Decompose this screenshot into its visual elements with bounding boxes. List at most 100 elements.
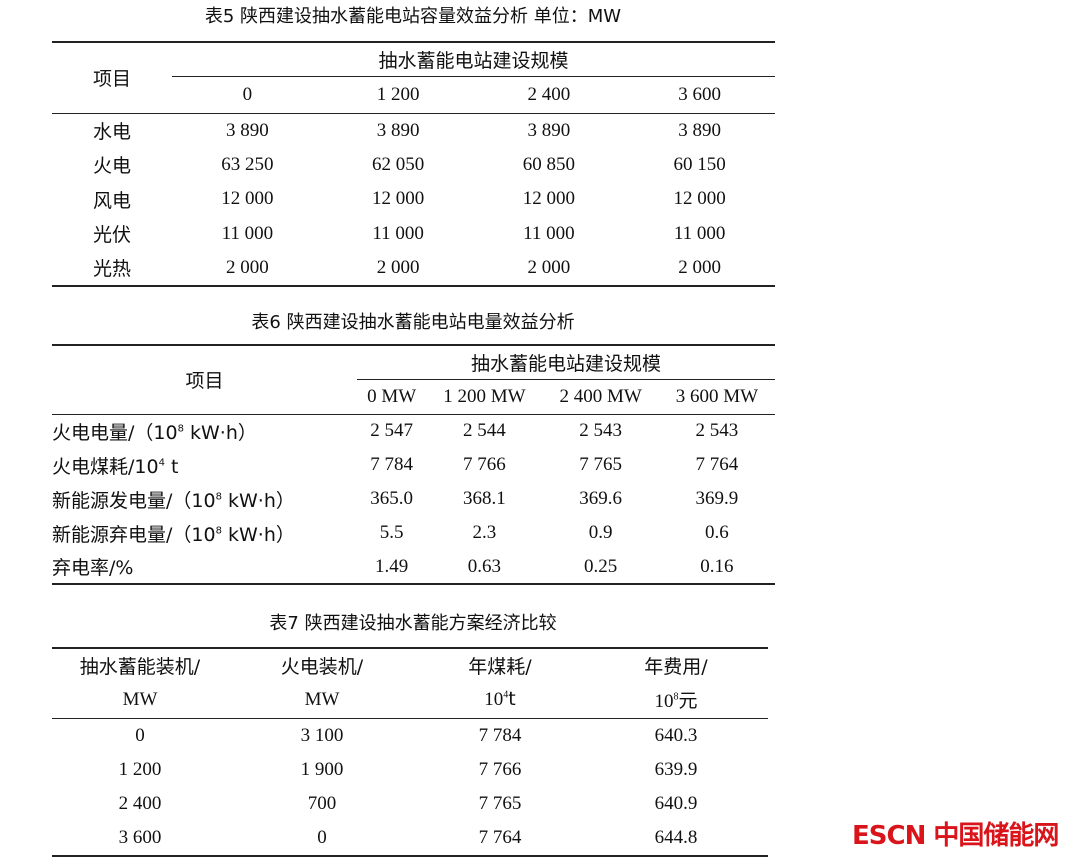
column-header-unit: MW xyxy=(228,682,416,718)
column-header-unit: 104t xyxy=(416,682,584,718)
row-label: 新能源弃电量/（108 kW·h） xyxy=(52,516,357,550)
column-header: 2 400 MW xyxy=(559,385,642,407)
table-cell: 2 547 xyxy=(370,420,414,442)
group-header: 抽水蓄能电站建设规模 xyxy=(172,41,775,77)
table-row: 火电煤耗/104 t 7 784 7 766 7 765 7 764 xyxy=(52,448,775,482)
table-cell: 369.6 xyxy=(579,488,622,509)
table-cell: 7 764 xyxy=(478,827,522,849)
table7-caption: 表7 陕西建设抽水蓄能方案经济比较 xyxy=(269,613,557,634)
table-row: 新能源弃电量/（108 kW·h） 5.5 2.3 0.9 0.6 xyxy=(52,516,775,550)
table-row: 火电 63 250 62 050 60 850 60 150 xyxy=(52,148,775,183)
table-cell: 11 000 xyxy=(372,222,424,244)
table-cell: 12 000 xyxy=(221,188,274,210)
table-row: 新能源发电量/（108 kW·h） 365.0 368.1 369.6 369.9 xyxy=(52,482,775,516)
table-cell: 2 000 xyxy=(226,256,269,278)
table-cell: 700 xyxy=(307,793,337,815)
table-cell: 11 000 xyxy=(523,222,575,244)
table-cell: 3 600 xyxy=(118,827,162,849)
label-unit: kW·h） xyxy=(221,523,295,546)
table-row: 光热 2 000 2 000 2 000 2 000 xyxy=(52,251,775,286)
table-cell: 0.16 xyxy=(700,555,734,577)
table6-caption: 表6 陕西建设抽水蓄能电站电量效益分析 xyxy=(251,312,575,333)
table-cell: 11 000 xyxy=(221,222,274,244)
table-row: 水电 3 890 3 890 3 890 3 890 xyxy=(52,113,775,148)
table-cell: 7 764 xyxy=(695,454,739,475)
row-label: 火电电量/（108 kW·h） xyxy=(52,414,357,448)
table-row: 风电 12 000 12 000 12 000 12 000 xyxy=(52,182,775,217)
table-row: 光伏 11 000 11 000 11 000 11 000 xyxy=(52,217,775,252)
column-header: 0 xyxy=(242,83,253,105)
table-row: 火电电量/（108 kW·h） 2 547 2 544 2 543 2 543 xyxy=(52,414,775,448)
unit-suffix: 元 xyxy=(678,690,698,713)
table-cell: 7 766 xyxy=(478,758,522,780)
row-label: 水电 xyxy=(92,121,131,143)
unit-text: MW xyxy=(304,689,340,711)
table5: 项目 抽水蓄能电站建设规模 0 1 200 2 400 3 600 水电 3 89… xyxy=(52,41,775,287)
table-cell: 3 890 xyxy=(376,119,420,141)
table-cell: 62 050 xyxy=(372,153,425,175)
row-header: 项目 xyxy=(52,344,357,415)
table-cell: 0.63 xyxy=(467,555,502,577)
table-cell: 1 900 xyxy=(300,758,344,780)
table-cell: 3 100 xyxy=(300,724,344,746)
column-header: 火电装机/ xyxy=(280,656,364,678)
label-superscript: 4 xyxy=(158,457,165,469)
row-label: 光热 xyxy=(92,258,131,281)
table-row: 3 600 0 7 764 644.8 xyxy=(52,822,768,856)
table-cell: 2.3 xyxy=(472,522,497,543)
table-cell: 2 543 xyxy=(695,420,739,442)
table-cell: 12 000 xyxy=(522,188,575,210)
unit-superscript: 8 xyxy=(673,691,679,703)
label-text: 新能源发电量/（10 xyxy=(52,489,216,512)
table-cell: 0 xyxy=(135,724,145,746)
column-header: 年煤耗/ xyxy=(468,656,532,678)
table-cell: 7 765 xyxy=(579,454,622,475)
table-cell: 0 xyxy=(317,827,327,849)
table-cell: 365.0 xyxy=(370,488,414,509)
table-cell: 2 400 xyxy=(118,793,162,815)
table-cell: 7 766 xyxy=(463,454,506,475)
row-label: 新能源发电量/（108 kW·h） xyxy=(52,482,357,516)
label-unit: kW·h） xyxy=(183,421,257,444)
column-header-unit: MW xyxy=(52,682,228,718)
table-cell: 7 784 xyxy=(370,454,414,475)
table-cell: 369.9 xyxy=(695,488,739,509)
table6: 项目 抽水蓄能电站建设规模 0 MW 1 200 MW 2 400 MW 3 6… xyxy=(52,344,775,585)
table-cell: 2 000 xyxy=(376,256,420,278)
column-header: 1 200 MW xyxy=(443,385,526,407)
table-cell: 5.5 xyxy=(379,522,404,543)
table-cell: 368.1 xyxy=(463,488,506,509)
table-cell: 12 000 xyxy=(673,188,726,210)
table-row: 1 200 1 900 7 766 639.9 xyxy=(52,753,768,788)
column-header: 1 200 xyxy=(376,83,420,105)
column-header: 3 600 MW xyxy=(675,385,759,407)
column-header-unit: 108元 xyxy=(584,682,768,718)
table-cell: 639.9 xyxy=(654,758,698,780)
table-cell: 2 544 xyxy=(463,420,506,442)
label-text: 火电煤耗/10 xyxy=(52,455,159,478)
table-cell: 640.3 xyxy=(654,724,698,746)
row-label: 弃电率/% xyxy=(52,550,357,584)
label-unit: t xyxy=(164,455,179,478)
row-header: 项目 xyxy=(52,41,172,114)
unit-text: 10 xyxy=(484,689,504,711)
group-header: 抽水蓄能电站建设规模 xyxy=(357,344,775,380)
column-header: 3 600 xyxy=(678,83,721,105)
table-cell: 0.6 xyxy=(705,522,729,543)
label-superscript: 8 xyxy=(215,525,222,537)
table-cell: 11 000 xyxy=(673,222,726,244)
table-cell: 3 890 xyxy=(527,119,571,141)
table-cell: 3 890 xyxy=(678,119,721,141)
table-row: 0 3 100 7 784 640.3 xyxy=(52,718,768,753)
column-header: 2 400 xyxy=(527,83,571,105)
unit-suffix: t xyxy=(508,688,516,711)
column-header: 年费用/ xyxy=(644,656,708,678)
row-label: 风电 xyxy=(92,189,131,212)
table-row: 2 400 700 7 765 640.9 xyxy=(52,787,768,822)
table-cell: 0.9 xyxy=(588,522,613,543)
table-row: 弃电率/% 1.49 0.63 0.25 0.16 xyxy=(52,550,775,584)
escn-logo: ESCN 中国储能网 xyxy=(852,821,1059,851)
table-cell: 60 850 xyxy=(522,153,575,175)
table-cell: 7 784 xyxy=(478,724,522,746)
table-cell: 1 200 xyxy=(118,758,162,780)
